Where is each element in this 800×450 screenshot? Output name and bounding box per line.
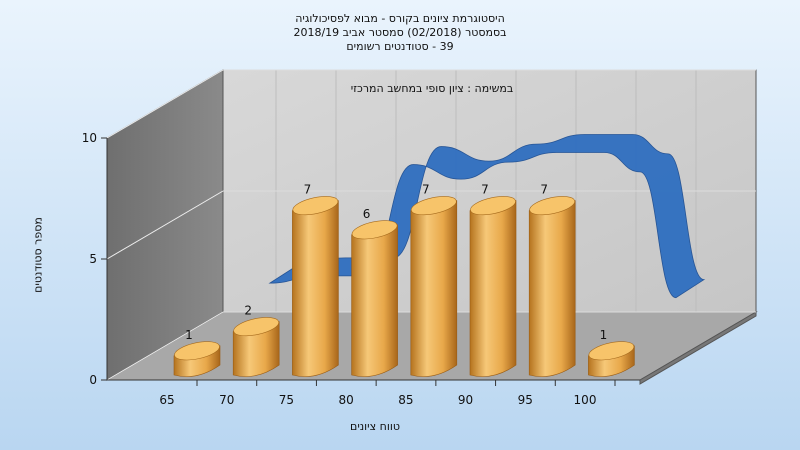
bar-cap-100 bbox=[588, 341, 635, 361]
grid-line-side bbox=[106, 69, 224, 139]
grid-line-side bbox=[106, 311, 224, 381]
bar-value-label: 1 bbox=[600, 328, 608, 342]
bar-95 bbox=[528, 199, 576, 377]
bar-cap-90 bbox=[470, 196, 516, 216]
bar-value-label: 1 bbox=[185, 328, 193, 342]
x-tick-label: 80 bbox=[339, 393, 354, 407]
y-tick-label: 5 bbox=[89, 252, 97, 266]
bar-75 bbox=[292, 199, 339, 377]
bar-cap-95 bbox=[529, 196, 576, 216]
bar-80 bbox=[351, 224, 398, 377]
x-tick-label: 65 bbox=[159, 393, 174, 407]
bar-value-label: 7 bbox=[481, 183, 489, 197]
grid-line-side bbox=[106, 190, 224, 260]
trend-ribbon bbox=[268, 134, 706, 299]
y-tick-label: 0 bbox=[89, 373, 97, 387]
bar-cap-70 bbox=[233, 317, 280, 337]
y-tick-label: 10 bbox=[82, 131, 97, 145]
bar-value-label: 2 bbox=[244, 304, 252, 318]
bar-value-label: 7 bbox=[540, 183, 548, 197]
chart-annotation: במשימה : ציון סופי במחשב המרכזי bbox=[350, 82, 514, 95]
x-tick-label: 95 bbox=[518, 393, 533, 407]
bar-cap-75 bbox=[292, 196, 339, 216]
bar-85 bbox=[410, 199, 458, 377]
bar-value-label: 7 bbox=[304, 183, 312, 197]
x-axis-label: טווח ציונים bbox=[350, 420, 400, 433]
bar-value-label: 7 bbox=[422, 183, 430, 197]
bar-90 bbox=[469, 199, 517, 377]
bar-cap-65 bbox=[174, 341, 220, 361]
bar-cap-85 bbox=[410, 196, 457, 216]
x-tick-label: 70 bbox=[219, 393, 234, 407]
chart-subtitle-semester: בסמסטר (02/2018) סמסטר אביב 2018/19 bbox=[293, 26, 507, 39]
x-tick-label: 100 bbox=[574, 393, 597, 407]
chart-title: היסטוגרמת ציונים בקורס - מבוא לפסיכולוגי… bbox=[295, 12, 505, 25]
floor-edge bbox=[639, 311, 757, 385]
y-axis-label: מספר סטודנטים bbox=[31, 217, 45, 293]
x-tick-label: 75 bbox=[279, 393, 294, 407]
chart-subtitle-students: 39 - סטודנטים רשומים bbox=[346, 40, 454, 53]
x-tick-label: 90 bbox=[458, 393, 473, 407]
bar-cap-80 bbox=[351, 220, 398, 240]
x-tick-label: 85 bbox=[398, 393, 413, 407]
bar-value-label: 6 bbox=[363, 207, 371, 221]
